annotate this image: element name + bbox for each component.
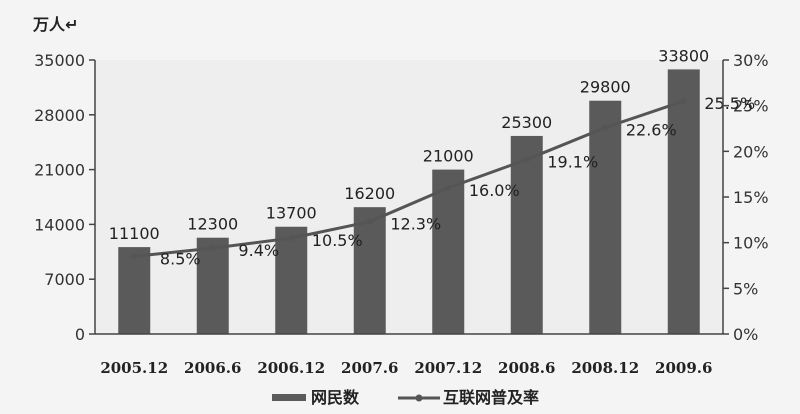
left-tick-label: 0 <box>75 325 85 344</box>
line-value-label: 16.0% <box>469 181 520 200</box>
right-axis-ticks: 0% 5% 10% 15% 20% 25% 30% <box>723 51 769 344</box>
line-point <box>288 235 295 242</box>
legend-line-label: 互联网普及率 <box>443 388 539 407</box>
bar-data-labels: 11100 12300 13700 16200 21000 25300 29800 33800 <box>109 46 709 243</box>
legend: 网民数 互联网普及率 <box>272 388 539 407</box>
x-tick-label: 2007.12 <box>414 359 482 377</box>
right-tick-label: 30% <box>733 51 769 70</box>
x-tick-label: 2009.6 <box>655 359 712 377</box>
x-tick-label: 2007.6 <box>341 359 398 377</box>
left-tick-label: 35000 <box>34 51 85 70</box>
line-value-label: 25.5% <box>704 94 755 113</box>
line-point <box>602 124 609 131</box>
x-tick-label: 2006.12 <box>257 359 325 377</box>
plot-area <box>95 60 723 334</box>
x-tick-label: 2008.12 <box>571 359 639 377</box>
left-tick-label: 7000 <box>44 270 85 289</box>
line-series <box>131 98 687 260</box>
bar-value-label: 11100 <box>109 224 160 243</box>
legend-bar-swatch <box>272 394 306 401</box>
bar-value-label: 16200 <box>344 184 395 203</box>
x-tick-label: 2005.12 <box>100 359 168 377</box>
bar-value-label: 13700 <box>266 204 317 223</box>
legend-bar-label: 网民数 <box>311 388 360 407</box>
bar-value-label: 29800 <box>580 78 631 97</box>
line-value-label: 19.1% <box>547 153 598 172</box>
line-value-label: 9.4% <box>238 241 279 260</box>
bar <box>118 247 151 334</box>
x-tick-label: 2008.6 <box>498 359 555 377</box>
bar-value-label: 33800 <box>658 46 709 65</box>
line-data-labels: 8.5% 9.4% 10.5% 12.3% 16.0% 19.1% 22.6% 25.5% <box>160 94 755 268</box>
left-tick-label: 28000 <box>34 106 85 125</box>
left-tick-label: 14000 <box>34 215 85 234</box>
right-tick-label: 5% <box>733 279 758 298</box>
bar-value-label: 12300 <box>187 215 238 234</box>
bar-series <box>118 69 700 334</box>
x-axis-ticks: 2005.12 2006.6 2006.12 2007.6 2007.12 2008.6 2… <box>100 359 712 377</box>
line-value-label: 12.3% <box>390 215 441 234</box>
line-point <box>445 184 452 191</box>
right-tick-label: 20% <box>733 142 769 161</box>
line-point <box>680 98 687 105</box>
right-tick-label: 0% <box>733 325 758 344</box>
bar <box>589 100 622 334</box>
bar <box>275 226 308 334</box>
bar <box>196 237 229 334</box>
legend-line-marker <box>415 394 423 402</box>
left-axis-ticks: 0 7000 14000 21000 28000 35000 <box>34 51 95 344</box>
bar <box>510 135 543 334</box>
line-value-label: 10.5% <box>312 231 363 250</box>
bar-value-label: 21000 <box>423 147 474 166</box>
bar-value-label: 25300 <box>501 113 552 132</box>
right-tick-label: 15% <box>733 188 769 207</box>
bar <box>667 69 700 334</box>
line-value-label: 8.5% <box>160 249 201 268</box>
bar <box>432 169 465 334</box>
line-point <box>523 156 530 163</box>
line-point <box>366 218 373 225</box>
right-tick-label: 25% <box>733 97 769 116</box>
x-tick-label: 2006.6 <box>184 359 241 377</box>
line-value-label: 22.6% <box>626 121 677 140</box>
line-point <box>209 245 216 252</box>
left-tick-label: 21000 <box>34 161 85 180</box>
line-point <box>131 253 138 260</box>
y-axis-unit-label: 万人↵ <box>32 15 78 34</box>
bar <box>353 207 386 334</box>
line-path <box>134 99 685 258</box>
right-tick-label: 10% <box>733 234 769 253</box>
